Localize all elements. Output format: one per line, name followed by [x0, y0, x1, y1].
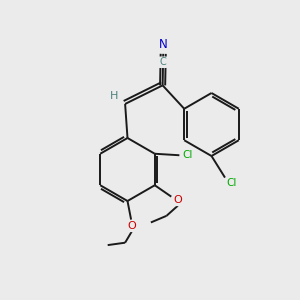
Text: H: H: [110, 92, 118, 101]
Text: O: O: [173, 195, 182, 205]
Text: N: N: [159, 38, 168, 51]
Text: C: C: [160, 57, 166, 67]
Text: O: O: [127, 221, 136, 231]
Text: Cl: Cl: [183, 150, 193, 160]
Text: Cl: Cl: [226, 178, 237, 188]
